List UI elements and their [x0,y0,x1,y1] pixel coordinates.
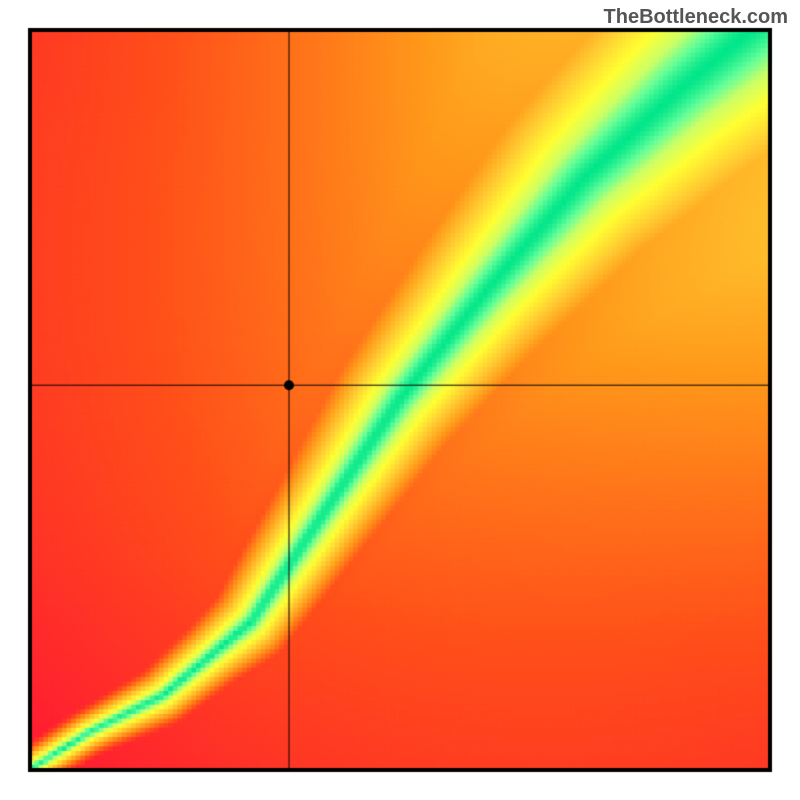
heatmap-canvas [0,0,800,800]
watermark-text: TheBottleneck.com [604,6,788,29]
chart-container: TheBottleneck.com [0,0,800,800]
